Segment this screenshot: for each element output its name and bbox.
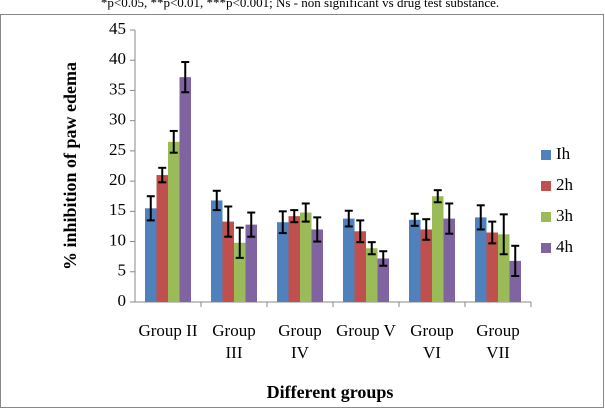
x-tick-label-box: Group IV bbox=[278, 321, 322, 362]
error-bar bbox=[235, 226, 244, 259]
error-bar bbox=[301, 202, 310, 223]
bar bbox=[509, 260, 521, 302]
bar bbox=[311, 229, 323, 302]
legend-swatch bbox=[541, 243, 551, 253]
error-bar bbox=[313, 216, 322, 243]
bar bbox=[366, 248, 378, 302]
bar bbox=[498, 234, 510, 302]
bar bbox=[432, 196, 444, 302]
legend-swatch bbox=[541, 181, 551, 191]
error-bar bbox=[410, 212, 419, 227]
bar bbox=[409, 219, 421, 302]
x-tick-label-box: Group VII bbox=[476, 321, 520, 362]
y-tick-label: 40 bbox=[109, 49, 126, 68]
y-tick-label: 25 bbox=[109, 140, 126, 159]
error-bar bbox=[476, 204, 485, 231]
error-bar bbox=[181, 61, 190, 94]
legend-label: 4h bbox=[556, 237, 574, 256]
error-bar bbox=[278, 210, 287, 235]
x-axis-title: Different groups bbox=[267, 382, 394, 402]
bar bbox=[145, 208, 157, 302]
bar bbox=[179, 77, 191, 302]
bar bbox=[377, 258, 389, 302]
bar bbox=[168, 141, 180, 302]
bar bbox=[343, 218, 355, 302]
bar bbox=[234, 242, 246, 302]
x-tick-label: Group VI bbox=[410, 321, 454, 362]
legend-label: 3h bbox=[556, 206, 574, 225]
error-bar bbox=[422, 218, 431, 241]
y-tick-label: 10 bbox=[109, 230, 126, 249]
y-tick-label: 20 bbox=[109, 170, 126, 189]
bar bbox=[443, 218, 455, 302]
y-tick-label: 5 bbox=[118, 261, 127, 280]
error-bar bbox=[224, 205, 233, 238]
bar bbox=[475, 217, 487, 302]
bar bbox=[156, 175, 168, 302]
error-bar bbox=[146, 195, 155, 222]
bar bbox=[288, 216, 300, 302]
error-bar bbox=[344, 209, 353, 228]
y-axis-title: % inhibition of paw edema bbox=[60, 62, 80, 270]
y-tick-label: 35 bbox=[109, 79, 126, 98]
error-bar bbox=[356, 219, 365, 244]
x-tick-label-box: Group III bbox=[212, 321, 256, 362]
error-bar bbox=[247, 211, 256, 238]
bar bbox=[420, 229, 432, 302]
error-bar bbox=[379, 250, 388, 267]
legend-swatch bbox=[541, 212, 551, 222]
y-tick-label: 0 bbox=[118, 291, 127, 310]
x-tick-label-box: Group VI bbox=[410, 321, 454, 362]
y-tick-label: 45 bbox=[109, 19, 126, 38]
y-tick-label: 15 bbox=[109, 200, 126, 219]
legend-label: 2h bbox=[556, 175, 574, 194]
error-bar bbox=[367, 241, 376, 256]
bar bbox=[211, 200, 223, 302]
error-bar bbox=[212, 189, 221, 212]
error-bar bbox=[445, 202, 454, 235]
x-tick-label: Group III bbox=[212, 321, 256, 362]
x-tick-label-box: Group V bbox=[336, 321, 396, 340]
error-bar bbox=[290, 209, 299, 224]
error-bar bbox=[499, 213, 508, 256]
error-bar bbox=[158, 166, 167, 184]
bar bbox=[354, 231, 366, 302]
x-tick-label: Group VII bbox=[476, 321, 520, 362]
x-tick-label: Group IV bbox=[278, 321, 322, 362]
bar bbox=[486, 232, 498, 302]
legend-swatch bbox=[541, 150, 551, 160]
error-bar bbox=[169, 129, 178, 154]
x-tick-label-box: Group II bbox=[138, 321, 198, 340]
bar bbox=[222, 221, 234, 302]
error-bar bbox=[488, 220, 497, 245]
y-tick-label: 30 bbox=[109, 110, 126, 129]
caption: *p<0.05, **p<0.01, ***p<0.001; Ns - non … bbox=[101, 0, 499, 10]
x-tick-label: Group II bbox=[138, 321, 198, 340]
bar bbox=[300, 212, 312, 302]
error-bar bbox=[433, 189, 442, 204]
legend-label: Ih bbox=[556, 144, 571, 163]
bar bbox=[245, 224, 257, 302]
bar bbox=[277, 222, 289, 302]
x-tick-label: Group V bbox=[336, 321, 396, 340]
error-bar bbox=[511, 244, 520, 278]
